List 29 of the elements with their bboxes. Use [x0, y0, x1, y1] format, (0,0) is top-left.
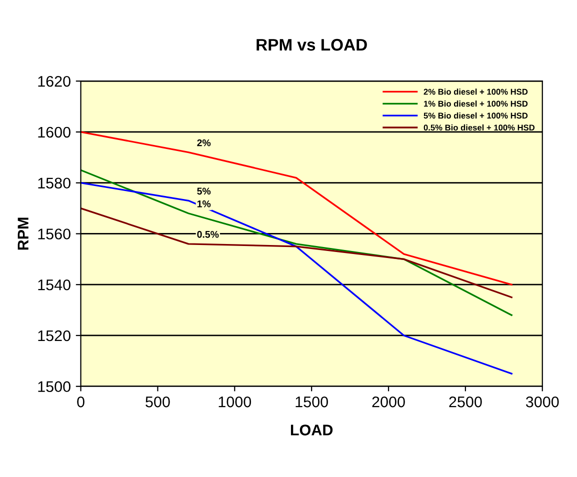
- legend-label: 0.5% Bio diesel + 100% HSD: [424, 124, 535, 131]
- x-tick-label: 1500: [296, 396, 328, 408]
- line-series: [80, 182, 512, 374]
- x-axis-title: LOAD: [290, 424, 333, 436]
- x-tick-label: 1000: [218, 396, 252, 408]
- y-axis-title: RPM: [18, 218, 28, 250]
- chart-title: RPM vs LOAD: [256, 38, 367, 51]
- annotation: 2%: [197, 139, 211, 146]
- annotation: 0.5%: [197, 230, 219, 238]
- legend-label: 2% Bio diesel + 100% HSD: [424, 88, 528, 95]
- y-tick-label: 1620: [38, 76, 70, 87]
- y-tick-label: 1540: [38, 279, 70, 290]
- x-tick-label: 2500: [449, 396, 482, 408]
- y-tick-label: 1500: [38, 381, 70, 392]
- x-tick-label: 2000: [372, 396, 405, 408]
- x-tick-label: 0: [77, 396, 84, 408]
- y-tick-label: 1520: [38, 330, 70, 342]
- annotation: 5%: [197, 188, 211, 195]
- legend-label: 1% Bio diesel + 100% HSD: [424, 100, 528, 107]
- annotation: 1%: [197, 200, 211, 208]
- x-tick-label: 3000: [526, 396, 559, 408]
- y-tick-label: 1560: [38, 228, 70, 240]
- y-tick-label: 1580: [38, 178, 70, 189]
- line-series: [80, 131, 512, 286]
- line-series: [80, 207, 512, 298]
- x-tick-label: 500: [146, 396, 170, 408]
- y-tick-label: 1600: [38, 126, 70, 138]
- legend-label: 5% Bio diesel + 100% HSD: [424, 112, 528, 119]
- line-series: [80, 169, 512, 316]
